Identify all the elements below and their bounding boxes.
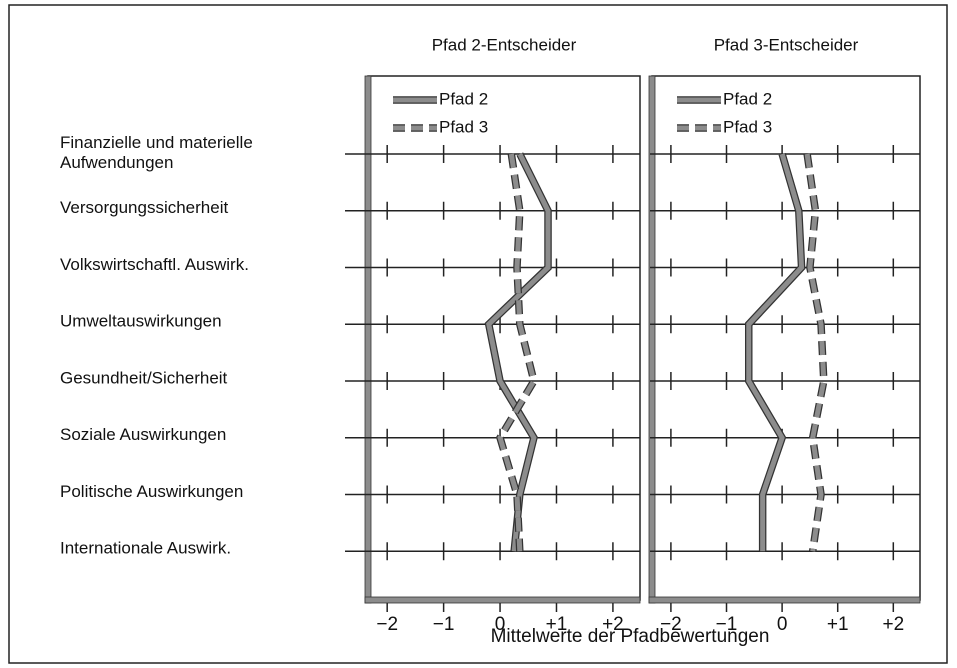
x-tick-label: −2: [660, 614, 682, 635]
x-axis-label: Mittelwerte der Pfadbewertungen: [491, 626, 770, 647]
x-tick-label: −1: [433, 614, 455, 635]
legend-label: Pfad 3: [439, 117, 488, 136]
x-tick-label: +2: [882, 614, 904, 635]
category-label: Versorgungssicherheit: [60, 198, 228, 217]
category-label: Volkswirtschaftl. Auswirk.: [60, 255, 249, 274]
series-line: [497, 153, 537, 552]
category-label: Soziale Auswirkungen: [60, 425, 226, 444]
series-line-outline: [744, 152, 806, 552]
series-line: [746, 153, 805, 552]
category-label: Gesundheit/Sicherheit: [60, 368, 228, 387]
category-label: Umweltauswirkungen: [60, 312, 222, 331]
panel-title: Pfad 3-Entscheider: [714, 35, 859, 54]
series-line: [804, 153, 827, 552]
panel-title: Pfad 2-Entscheider: [432, 35, 577, 54]
category-label-line: Aufwendungen: [60, 153, 173, 172]
category-label: Internationale Auswirk.: [60, 539, 231, 558]
frame: [8, 4, 948, 664]
legend-label: Pfad 2: [439, 89, 488, 108]
x-tick-label: 0: [495, 614, 506, 635]
legend-label: Pfad 3: [723, 117, 772, 136]
x-tick-label: +1: [827, 614, 849, 635]
series-line: [486, 152, 551, 552]
category-label: Politische Auswirkungen: [60, 482, 243, 501]
box-shadow-left: [648, 75, 656, 604]
x-tick-label: 0: [777, 614, 788, 635]
x-tick-label: −2: [376, 614, 398, 635]
box-shadow-bottom: [648, 596, 921, 604]
legend-label: Pfad 2: [723, 89, 772, 108]
category-label: Finanzielle und materielle Aufwendungen: [60, 133, 253, 172]
box-shadow-bottom: [364, 596, 641, 604]
x-tick-label: −1: [716, 614, 738, 635]
category-label-line: Finanzielle und materielle: [60, 133, 253, 152]
box-shadow-left: [364, 75, 372, 604]
x-tick-label: +2: [602, 614, 624, 635]
x-tick-label: +1: [546, 614, 568, 635]
